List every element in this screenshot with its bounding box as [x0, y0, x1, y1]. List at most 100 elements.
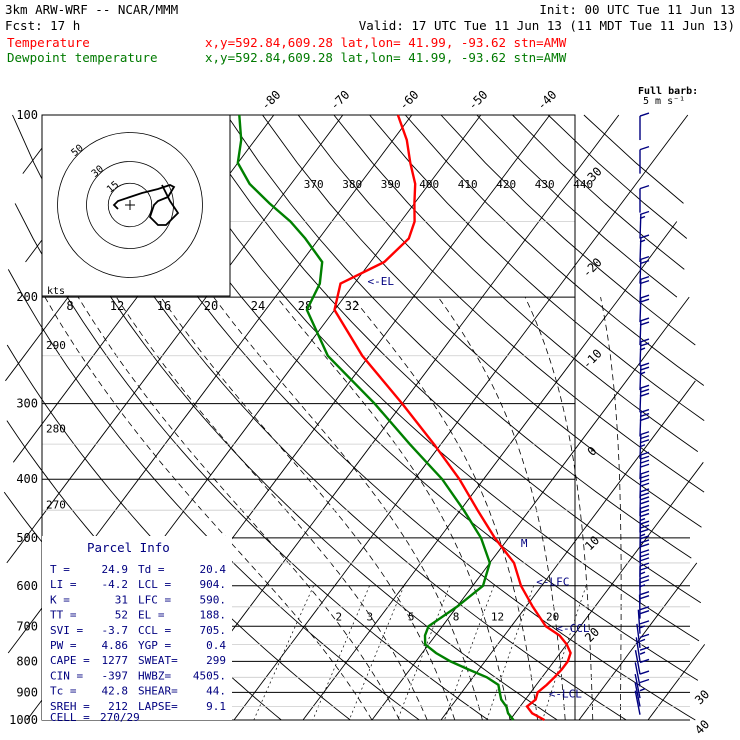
theta-label: 420 [496, 178, 516, 191]
theta-label: 400 [419, 178, 439, 191]
wind-barb-half [639, 533, 646, 537]
parcel-row-value2: 44. [206, 685, 226, 698]
wind-barbs [634, 112, 650, 715]
parcel-row-value2: 299 [206, 654, 226, 667]
parcel-row-label: PW = [50, 639, 77, 652]
wind-barb-flag [639, 633, 650, 639]
mixing-ratio-label: 5 [408, 610, 415, 623]
isotherm--10 [302, 221, 678, 721]
wind-barb-flag [639, 474, 650, 479]
wind-barb-flag [639, 620, 650, 625]
wind-barb-flag [639, 317, 650, 322]
kts-scale-label: 28 [298, 299, 312, 313]
wind-barb-flag [639, 362, 650, 367]
temperature-legend: Temperature [7, 35, 90, 50]
parcel-row-label: TT = [50, 609, 77, 622]
hodograph-frame [41, 114, 231, 297]
wind-barb-half [639, 517, 646, 522]
wind-barb [639, 184, 650, 213]
dry-adiabat-430 [476, 114, 678, 298]
theta-label: 390 [381, 178, 401, 191]
isotherm-40 [647, 644, 706, 721]
wind-barb [634, 678, 650, 707]
parcel-row-value: 42.8 [102, 685, 129, 698]
wind-barb-flag [639, 553, 650, 558]
header-valid: Valid: 17 UTC Tue 11 Jun 13 (11 MDT Tue … [359, 18, 735, 33]
wind-barb-flag [639, 482, 650, 487]
parcel-row-label: LI = [50, 578, 77, 591]
wind-barb-flag [639, 184, 650, 190]
wind-barb-flag [639, 610, 650, 615]
wind-barb-flag [639, 439, 650, 444]
parcel-row-label2: LCL = [138, 578, 171, 591]
moist-adiabat-12 [160, 296, 456, 721]
wind-barb [635, 633, 650, 662]
wind-barb-half [639, 651, 646, 655]
wind-barb-flag [639, 321, 650, 326]
temperature-station-info: x,y=592.84,609.28 lat,lon= 41.99, -93.62… [205, 35, 567, 50]
parcel-row-value: -4.2 [102, 578, 129, 591]
parcel-row-label2: SWEAT= [138, 654, 178, 667]
pressure-label: 100 [16, 108, 38, 122]
barb-legend-value: 5 m s⁻¹ [643, 96, 685, 107]
wind-barb-flag [639, 496, 650, 501]
wind-barb-flag [639, 408, 650, 414]
pressure-label: 800 [16, 654, 38, 668]
plot-frame [41, 114, 576, 721]
hodograph-ring [107, 182, 153, 228]
wind-barb-flag [639, 275, 650, 281]
parcel-row-value: 24.9 [102, 563, 129, 576]
wind-barb-flag [639, 500, 650, 505]
wind-barb-flag [639, 658, 650, 664]
wind-barb-flag [639, 279, 650, 285]
wind-barb-flag [639, 646, 650, 651]
parcel-row-value2: 20.4 [200, 563, 227, 576]
wind-barb [638, 591, 650, 619]
wind-barb [639, 210, 650, 239]
wind-barb [634, 658, 650, 687]
sounding-series [236, 114, 572, 722]
hodograph-trace [112, 184, 180, 226]
parcel-row-label2: LFC = [138, 593, 171, 606]
moist-adiabat-0 [44, 296, 373, 721]
mixing-ratio-label: 3 [367, 610, 374, 623]
temperature-line [333, 114, 572, 722]
parcel-row-label: CIN = [50, 669, 83, 682]
isotherm-30 [578, 562, 698, 721]
dry-adiabat-360 [226, 114, 692, 559]
kts-scale-label: 16 [157, 299, 171, 313]
dry-adiabat-460 [583, 114, 684, 204]
wind-barb-flag [639, 470, 650, 475]
dewpoint-legend: Dewpoint temperature [7, 50, 158, 65]
parcel-row-value2: 9.1 [206, 700, 226, 713]
level-lfc: <-LFC [536, 575, 569, 588]
pressure-label: 400 [16, 472, 38, 486]
wind-barb-staff [634, 662, 641, 687]
parcel-row-value: -397 [102, 669, 129, 682]
wind-barb-flag [639, 520, 650, 525]
wind-barb-flag [639, 539, 650, 544]
parcel-row-label: K = [50, 593, 70, 606]
wind-barb-flag [639, 298, 650, 303]
kts-scale-label: 12 [110, 299, 124, 313]
wind-barb-flag [639, 431, 650, 436]
wind-barb-flag [639, 463, 650, 468]
wind-barb [634, 646, 650, 675]
dry-adiabat-450 [547, 114, 688, 239]
mixing-ratio-1 [253, 585, 314, 721]
parcel-row-value2: 188. [200, 609, 227, 622]
wind-barb-half [639, 584, 646, 588]
pressure-label: 700 [16, 619, 38, 633]
parcel-row-label: CAPE = [50, 654, 90, 667]
wind-barb [639, 338, 650, 367]
parcel-row-value2: 4505. [193, 669, 226, 682]
dry-adiabat-290 [14, 203, 489, 721]
wind-barb-flag [639, 412, 650, 418]
parcel-row-label: SREH = [50, 700, 90, 713]
wind-barb-flag [639, 566, 650, 571]
wind-barb-flag [639, 670, 650, 675]
theta-label: 410 [458, 178, 478, 191]
wind-barb-half [639, 638, 646, 643]
